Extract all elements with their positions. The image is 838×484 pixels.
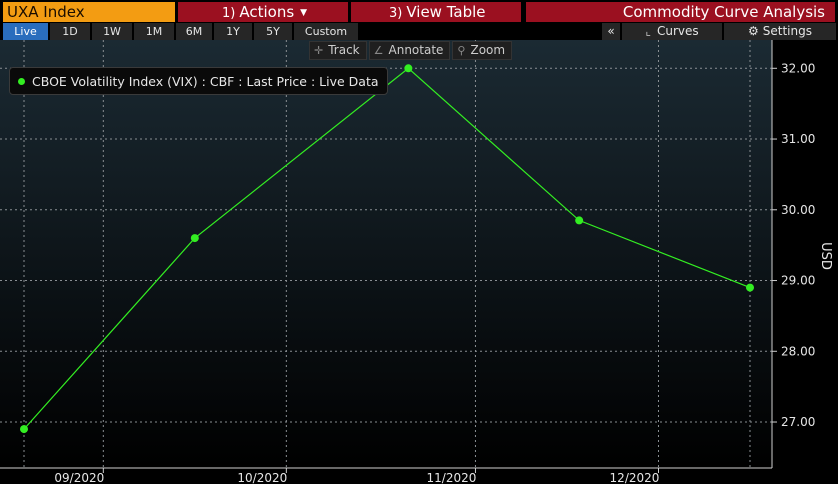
x-tick-label: 11/2020 — [427, 471, 477, 484]
pencil-icon: ∠ — [373, 44, 384, 57]
track-button[interactable]: ✛ Track — [309, 41, 367, 60]
period-1m-button[interactable]: 1M — [134, 23, 174, 40]
x-tick-label: 09/2020 — [54, 471, 104, 484]
ticker-field[interactable]: UXA Index — [3, 2, 175, 22]
period-1y-button[interactable]: 1Y — [214, 23, 252, 40]
zoom-label: Zoom — [470, 43, 506, 57]
period-live-button[interactable]: Live — [3, 23, 48, 40]
period-6m-button[interactable]: 6M — [176, 23, 212, 40]
crosshair-icon: ✛ — [314, 44, 324, 57]
y-tick-label: 28.00 — [781, 344, 815, 358]
period-1w-button[interactable]: 1W — [92, 23, 132, 40]
track-label: Track — [328, 43, 360, 57]
y-tick-label: 30.00 — [781, 203, 815, 217]
annotate-label: Annotate — [388, 43, 444, 57]
period-bar: Live 1D 1W 1M 6M 1Y 5Y Custom « ⌞ Curves … — [0, 23, 838, 40]
gear-icon: ⚙ — [748, 24, 759, 38]
page-title: Commodity Curve Analysis — [526, 2, 835, 22]
settings-button[interactable]: ⚙ Settings — [724, 23, 836, 40]
command-bar: UXA Index 1) Actions ▼ 3) View Table Commod… — [0, 0, 838, 22]
curves-icon: ⌞ — [645, 24, 651, 38]
chart-legend[interactable]: CBOE Volatility Index (VIX) : CBF : Last… — [9, 67, 388, 95]
period-5y-button[interactable]: 5Y — [254, 23, 292, 40]
y-axis-label: USD — [818, 242, 833, 270]
y-tick-label: 27.00 — [781, 415, 815, 429]
dropdown-caret-icon: ▼ — [300, 8, 308, 18]
y-tick-label: 31.00 — [781, 132, 815, 146]
actions-number: 1) — [222, 6, 236, 21]
data-point[interactable] — [575, 216, 584, 225]
period-custom-button[interactable]: Custom — [294, 23, 358, 40]
data-point[interactable] — [404, 64, 413, 73]
series-layer — [20, 64, 754, 434]
legend-marker — [18, 78, 25, 85]
settings-label: Settings — [762, 24, 812, 38]
curves-button[interactable]: ⌞ Curves — [622, 23, 722, 40]
period-1d-button[interactable]: 1D — [50, 23, 90, 40]
view-table-label: View Table — [406, 3, 486, 21]
curves-label: Curves — [656, 24, 699, 38]
y-tick-label: 29.00 — [781, 274, 815, 288]
plot-background — [0, 40, 772, 468]
x-tick-label: 10/2020 — [237, 471, 287, 484]
y-axis-ticks: 27.00 28.00 29.00 30.00 31.00 32.00 — [772, 61, 815, 429]
view-table-button[interactable]: 3) View Table — [351, 2, 521, 22]
chart-toolbox: ✛ Track ∠ Annotate ⚲ Zoom — [309, 41, 513, 60]
legend-series-label: CBOE Volatility Index (VIX) : CBF : Last… — [32, 74, 379, 89]
view-table-number: 3) — [389, 6, 403, 21]
data-point[interactable] — [20, 425, 28, 434]
vix-curve-chart[interactable]: 27.00 28.00 29.00 30.00 31.00 32.00 09/2020 10… — [0, 40, 838, 484]
magnifier-icon: ⚲ — [457, 44, 466, 57]
x-tick-label: 12/2020 — [610, 471, 660, 484]
data-point[interactable] — [190, 234, 199, 243]
collapse-button[interactable]: « — [602, 23, 620, 40]
x-axis-ticks: 09/2020 10/2020 11/2020 12/2020 — [54, 468, 659, 484]
data-point[interactable] — [746, 283, 754, 292]
actions-button[interactable]: 1) Actions ▼ — [178, 2, 348, 22]
actions-label: Actions — [239, 3, 295, 21]
y-tick-label: 32.00 — [781, 61, 815, 75]
zoom-button[interactable]: ⚲ Zoom — [452, 41, 513, 60]
annotate-button[interactable]: ∠ Annotate — [368, 41, 451, 60]
